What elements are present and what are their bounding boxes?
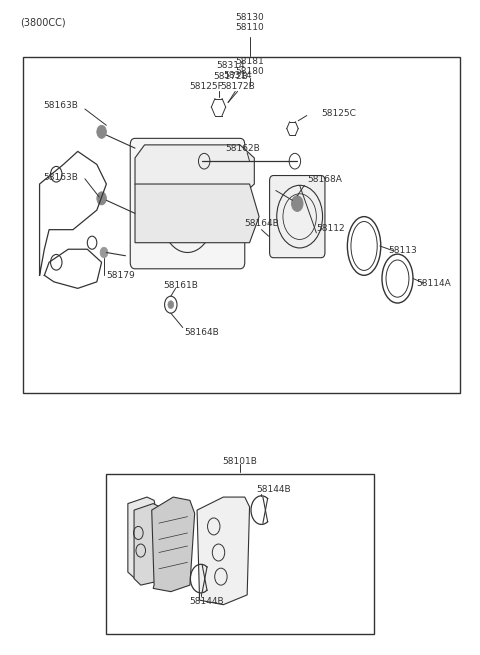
Bar xyxy=(107,474,373,634)
Text: 58161B: 58161B xyxy=(163,280,198,290)
Text: 58113: 58113 xyxy=(388,246,417,255)
Polygon shape xyxy=(152,497,195,591)
Circle shape xyxy=(97,192,107,205)
FancyBboxPatch shape xyxy=(270,176,325,257)
Text: 58162B: 58162B xyxy=(225,143,260,153)
Text: (3800CC): (3800CC) xyxy=(21,18,66,28)
Bar xyxy=(23,57,459,393)
Text: 58163B: 58163B xyxy=(43,173,78,182)
Polygon shape xyxy=(135,145,254,197)
Polygon shape xyxy=(135,184,259,243)
Text: 58168A: 58168A xyxy=(307,175,342,184)
Polygon shape xyxy=(134,504,162,585)
Circle shape xyxy=(100,248,108,257)
Circle shape xyxy=(168,301,174,309)
Text: 58181
58180: 58181 58180 xyxy=(235,57,264,77)
Text: 58125C: 58125C xyxy=(321,109,356,118)
Circle shape xyxy=(97,125,107,138)
Text: 58144B: 58144B xyxy=(256,485,291,494)
Text: 58130
58110: 58130 58110 xyxy=(235,12,264,32)
Text: 58125F: 58125F xyxy=(190,82,224,90)
Text: 58179: 58179 xyxy=(106,271,135,280)
Text: 58314
58172B: 58314 58172B xyxy=(220,71,255,90)
Text: 58144B: 58144B xyxy=(189,597,224,606)
Text: 58112: 58112 xyxy=(316,224,345,233)
Text: 58164B: 58164B xyxy=(184,328,219,337)
Polygon shape xyxy=(128,497,156,578)
Circle shape xyxy=(291,196,303,212)
Text: 58101B: 58101B xyxy=(223,457,257,466)
FancyBboxPatch shape xyxy=(130,138,245,269)
Text: 58163B: 58163B xyxy=(43,102,78,110)
Text: 58114A: 58114A xyxy=(417,278,451,288)
Text: 58164B: 58164B xyxy=(245,219,279,228)
Polygon shape xyxy=(197,497,250,605)
Text: 58314
58172B: 58314 58172B xyxy=(213,62,248,81)
